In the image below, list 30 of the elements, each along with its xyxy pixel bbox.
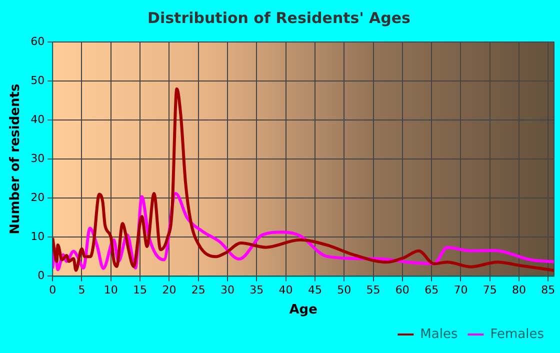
x-tick-label: 20 <box>162 284 176 297</box>
x-tick-label: 45 <box>308 284 322 297</box>
x-tick-label: 35 <box>250 284 264 297</box>
legend-label: Males <box>420 326 458 342</box>
y-tick-label: 30 <box>30 152 45 165</box>
y-tick-label: 40 <box>30 112 45 126</box>
x-tick-label: 5 <box>78 284 86 297</box>
x-tick-label: 85 <box>541 284 556 297</box>
x-tick-label: 15 <box>133 284 148 297</box>
legend-label: Females <box>490 326 544 342</box>
y-tick-label: 20 <box>30 190 45 204</box>
x-tick-label: 75 <box>482 284 497 297</box>
y-tick-label: 60 <box>30 34 45 48</box>
x-tick-label: 70 <box>454 284 468 297</box>
y-tick-label: 0 <box>38 269 45 282</box>
x-tick-label: 30 <box>220 284 235 297</box>
x-tick-label: 65 <box>424 284 439 297</box>
x-tick-label: 80 <box>512 284 526 297</box>
x-tick-label: 0 <box>49 284 56 297</box>
x-tick-label: 50 <box>337 284 352 297</box>
x-tick-label: 60 <box>395 284 410 297</box>
x-tick-label: 55 <box>366 284 380 297</box>
x-tick-label: 40 <box>278 284 293 297</box>
y-axis-title: Number of residents <box>8 84 24 234</box>
y-tick-label: 10 <box>30 230 45 244</box>
x-tick-label: 25 <box>191 284 206 297</box>
y-tick-label: 50 <box>30 74 45 87</box>
chart-title: Distribution of Residents' Ages <box>148 8 411 27</box>
x-axis-title: Age <box>289 302 318 318</box>
x-tick-label: 10 <box>104 284 118 297</box>
